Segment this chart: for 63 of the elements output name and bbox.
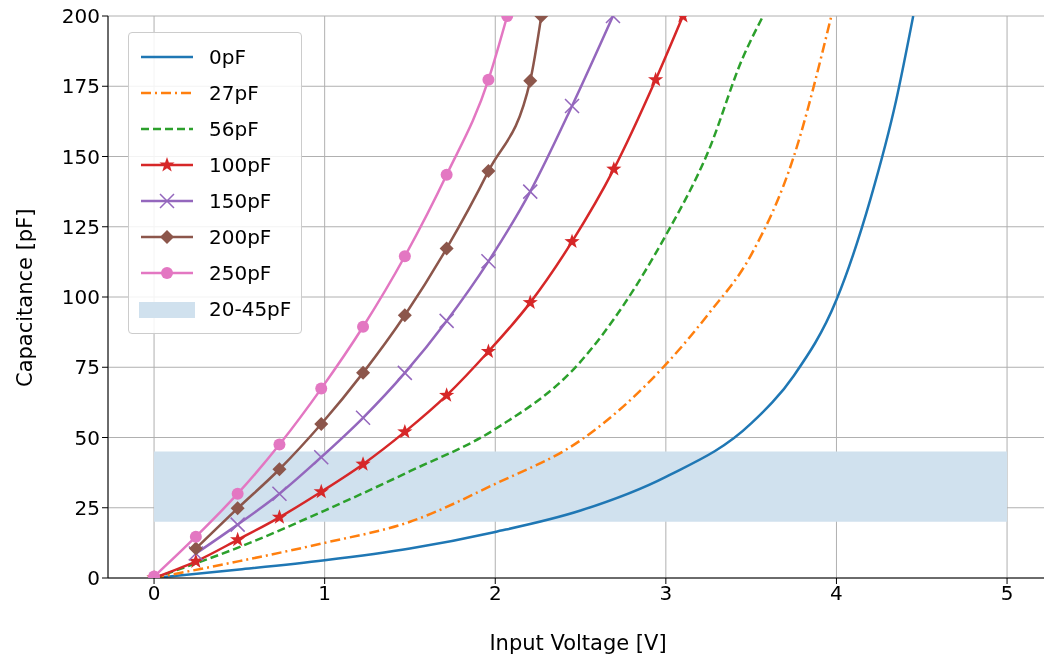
- point: [482, 73, 495, 86]
- point: [188, 541, 203, 556]
- legend-label: 250pF: [209, 261, 272, 285]
- point: [356, 365, 371, 380]
- point: [229, 516, 246, 533]
- point: [357, 320, 370, 333]
- point: [398, 250, 411, 263]
- point: [606, 161, 622, 176]
- x-axis-title: Input Voltage [V]: [489, 631, 667, 655]
- point: [313, 449, 329, 465]
- point: [522, 183, 538, 200]
- x-tick-label: 2: [488, 581, 502, 606]
- point: [439, 387, 455, 402]
- x-tick-label: 5: [1000, 581, 1014, 606]
- point: [271, 509, 288, 524]
- legend-label: 0pF: [209, 45, 246, 69]
- legend-label: 200pF: [209, 225, 272, 249]
- point: [564, 233, 580, 249]
- point: [480, 253, 497, 270]
- point: [315, 382, 328, 395]
- y-tick-label: 125: [61, 214, 100, 239]
- point: [481, 164, 496, 179]
- point: [313, 483, 329, 499]
- legend-label: 20-45pF: [209, 297, 292, 321]
- point: [230, 531, 246, 547]
- x-tick-label: 4: [830, 581, 843, 606]
- y-tick-label: 100: [61, 285, 100, 310]
- y-tick-label: 25: [74, 495, 100, 520]
- x-tick-label: 3: [659, 581, 673, 606]
- point: [439, 241, 454, 256]
- x-tick-label: 1: [318, 581, 332, 606]
- point: [564, 98, 580, 114]
- point: [355, 410, 371, 426]
- point: [397, 423, 413, 439]
- point: [523, 73, 538, 88]
- point: [188, 553, 204, 568]
- point: [438, 313, 455, 329]
- point: [231, 487, 244, 500]
- point: [230, 501, 245, 516]
- point: [272, 462, 287, 477]
- y-tick-label: 75: [74, 355, 100, 380]
- point: [355, 456, 371, 471]
- point: [480, 343, 497, 358]
- y-axis-title: Capacitance [pF]: [13, 208, 38, 387]
- point: [189, 530, 202, 543]
- point: [314, 417, 329, 432]
- legend-label: 100pF: [209, 153, 272, 177]
- point: [397, 308, 412, 323]
- y-tick-label: 150: [61, 144, 100, 169]
- point: [648, 71, 664, 87]
- point: [188, 545, 204, 562]
- point: [271, 485, 288, 502]
- legend-label: 56pF: [209, 117, 259, 141]
- legend-label: 150pF: [209, 189, 272, 213]
- point: [397, 365, 413, 381]
- x-tick-label: 0: [147, 581, 161, 606]
- point: [522, 294, 538, 310]
- point: [440, 168, 453, 181]
- y-tick-label: 200: [61, 4, 100, 29]
- point: [273, 438, 286, 451]
- y-tick-label: 50: [74, 425, 100, 450]
- legend-label: 27pF: [209, 81, 259, 105]
- y-tick-label: 175: [61, 74, 100, 99]
